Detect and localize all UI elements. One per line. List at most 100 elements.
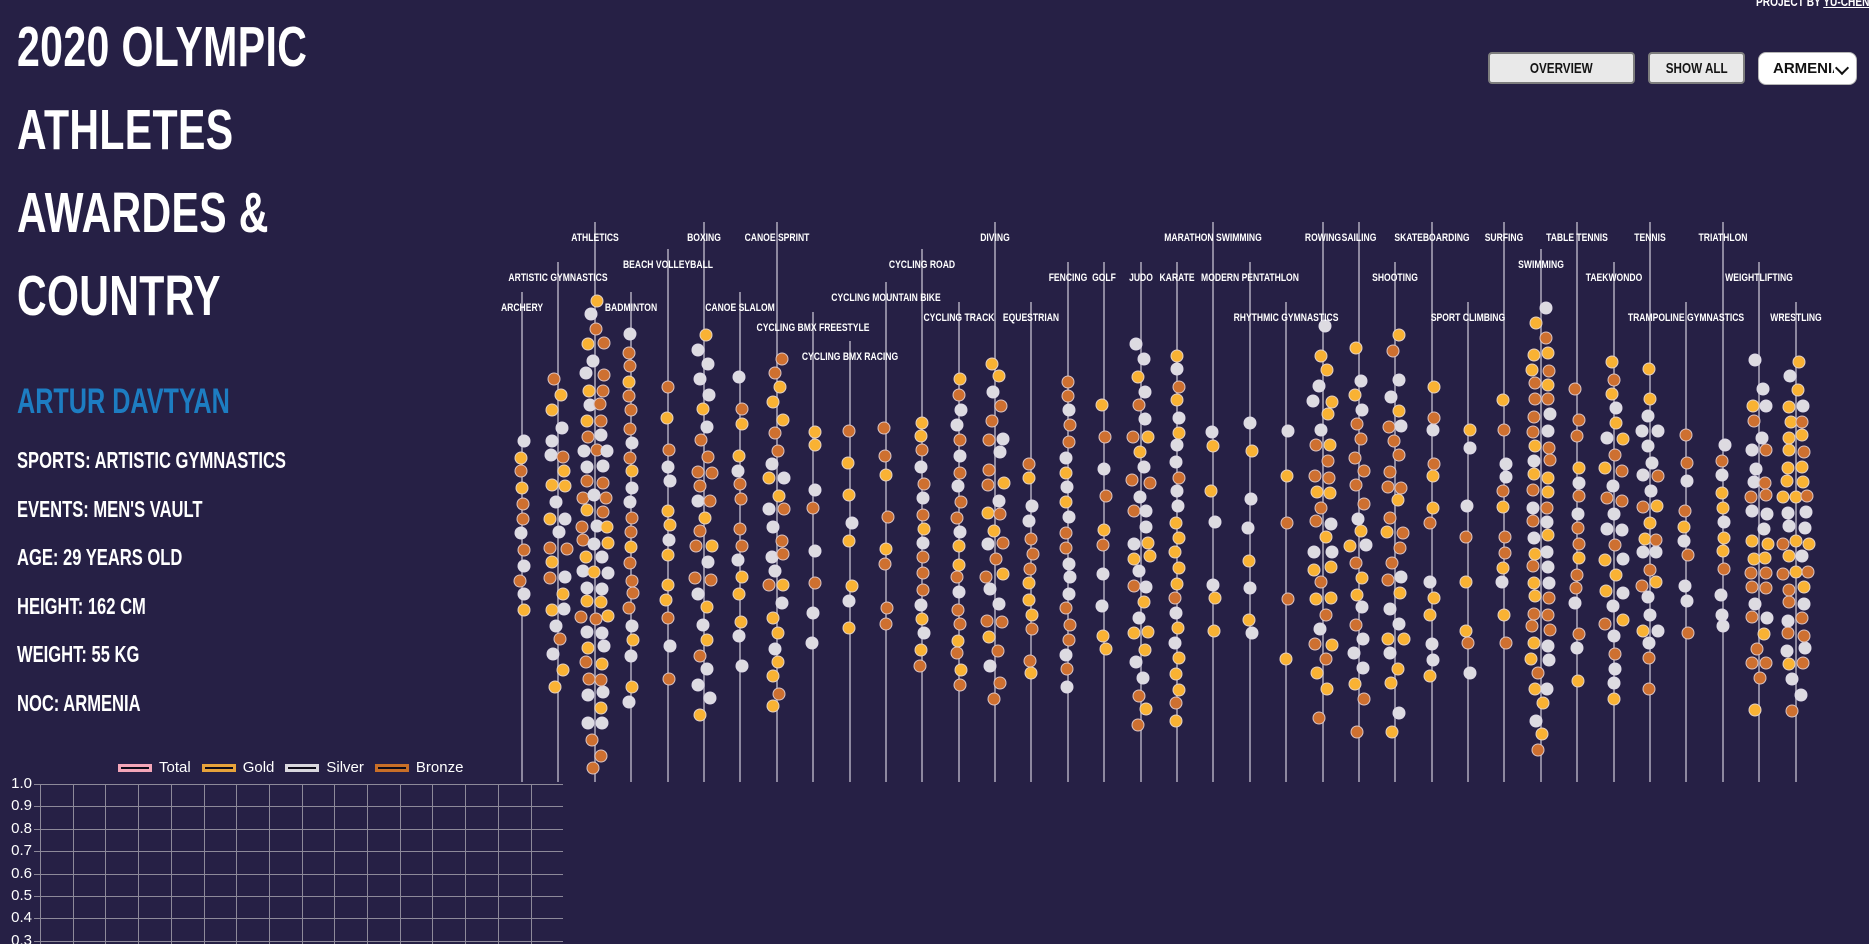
medal-dot-gold[interactable] [1172,651,1186,665]
medal-dot-silver[interactable] [1649,545,1663,559]
medal-dot-bronze[interactable] [1572,537,1586,551]
medal-dot-bronze[interactable] [1531,743,1545,757]
medal-dot-silver[interactable] [1062,587,1076,601]
medal-dot-silver[interactable] [806,606,820,620]
medal-dot-bronze[interactable] [553,632,567,646]
medal-dot-gold[interactable] [661,578,675,592]
medal-dot-bronze[interactable] [916,508,930,521]
medal-dot-gold[interactable] [1208,591,1222,605]
medal-dot-gold[interactable] [1781,461,1795,475]
medal-dot-gold[interactable] [1745,534,1759,548]
medal-dot-bronze[interactable] [623,422,637,436]
medal-dot-gold[interactable] [1761,537,1775,551]
medal-dot-bronze[interactable] [1381,573,1395,587]
medal-dot-gold[interactable] [1746,399,1760,413]
medal-dot-silver[interactable] [1351,512,1365,526]
medal-dot-gold[interactable] [1426,501,1440,515]
medal-dot-silver[interactable] [952,585,966,599]
medal-dot-gold[interactable] [1025,608,1039,622]
medal-dot-silver[interactable] [808,544,822,558]
medal-dot-silver[interactable] [1540,682,1554,696]
medal-dot-bronze[interactable] [1800,489,1814,503]
medal-dot-bronze[interactable] [1348,451,1362,465]
medal-dot-gold[interactable] [590,294,604,308]
medal-dot-bronze[interactable] [1542,591,1556,605]
medal-dot-bronze[interactable] [703,494,717,508]
medal-dot-silver[interactable] [1543,407,1557,421]
medal-dot-gold[interactable] [981,506,995,520]
medal-dot-silver[interactable] [1394,570,1408,584]
medal-dot-gold[interactable] [1380,525,1394,539]
medal-dot-gold[interactable] [580,414,594,428]
medal-dot-bronze[interactable] [953,678,967,692]
medal-dot-bronze[interactable] [596,384,610,398]
medal-dot-gold[interactable] [772,489,786,503]
medal-dot-gold[interactable] [582,384,596,398]
medal-dot-gold[interactable] [771,626,785,640]
medal-dot-gold[interactable] [1789,565,1802,579]
medal-dot-silver[interactable] [514,526,528,540]
medal-dot-bronze[interactable] [1354,432,1368,446]
medal-dot-bronze[interactable] [916,550,930,564]
medal-dot-bronze[interactable] [593,397,607,411]
credit-author-link[interactable]: YU-CHEN [1822,0,1869,9]
medal-dot-silver[interactable] [1392,706,1406,720]
medal-dot-gold[interactable] [587,565,601,579]
medal-dot-bronze[interactable] [994,399,1008,413]
medal-dot-gold[interactable] [1782,400,1796,414]
medal-dot-bronze[interactable] [1063,618,1077,632]
medal-dot-silver[interactable] [1463,441,1477,455]
medal-dot-gold[interactable] [987,524,1001,538]
medal-dot-silver[interactable] [731,553,745,567]
medal-dot-silver[interactable] [1651,624,1664,638]
medal-dot-gold[interactable] [1636,624,1650,638]
medal-dot-gold[interactable] [556,587,570,601]
medal-dot-gold[interactable] [808,425,822,439]
medal-dot-gold[interactable] [705,539,719,553]
medal-dot-gold[interactable] [915,416,929,430]
medal-dot-silver[interactable] [1715,468,1729,482]
medal-dot-bronze[interactable] [993,676,1007,690]
medal-dot-bronze[interactable] [1680,456,1694,470]
medal-dot-bronze[interactable] [1608,538,1622,552]
medal-dot-silver[interactable] [1306,394,1320,408]
medal-dot-bronze[interactable] [915,443,929,457]
medal-dot-silver[interactable] [1022,514,1036,528]
medal-dot-gold[interactable] [1525,363,1539,377]
medal-dot-silver[interactable] [596,685,610,699]
medal-dot-silver[interactable] [1714,588,1727,602]
medal-dot-bronze[interactable] [985,414,999,428]
medal-dot-bronze[interactable] [1796,656,1810,670]
medal-dot-silver[interactable] [595,550,609,564]
medal-dot-bronze[interactable] [1569,581,1583,595]
medal-dot-gold[interactable] [1171,621,1185,635]
medal-dot-gold[interactable] [579,550,593,564]
medal-dot-bronze[interactable] [953,433,967,447]
medal-dot-gold[interactable] [1598,461,1612,475]
medal-dot-silver[interactable] [1759,399,1773,413]
medal-dot-gold[interactable] [985,357,999,371]
medal-dot-silver[interactable] [914,598,928,612]
medal-dot-silver[interactable] [1063,570,1077,584]
medal-dot-gold[interactable] [1393,586,1407,600]
medal-dot-gold[interactable] [997,476,1011,490]
medal-dot-gold[interactable] [996,567,1010,581]
medal-dot-silver[interactable] [1795,549,1809,563]
medal-dot-bronze[interactable] [1615,464,1629,478]
medal-dot-bronze[interactable] [1717,562,1731,576]
medal-dot-gold[interactable] [580,594,594,608]
medal-dot-silver[interactable] [691,343,705,357]
medal-dot-gold[interactable] [1426,469,1440,483]
medal-dot-bronze[interactable] [1759,581,1773,595]
medal-dot-bronze[interactable] [691,465,705,478]
medal-dot-silver[interactable] [579,366,593,380]
medal-dot-silver[interactable] [1540,545,1554,559]
medal-dot-bronze[interactable] [1651,469,1665,483]
medal-dot-gold[interactable] [732,449,746,463]
medal-dot-gold[interactable] [773,380,787,394]
medal-dot-silver[interactable] [1541,639,1555,653]
medal-dot-bronze[interactable] [1423,516,1437,530]
medal-dot-silver[interactable] [992,494,1006,508]
medal-dot-silver[interactable] [581,716,595,730]
medal-dot-bronze[interactable] [1459,530,1473,544]
